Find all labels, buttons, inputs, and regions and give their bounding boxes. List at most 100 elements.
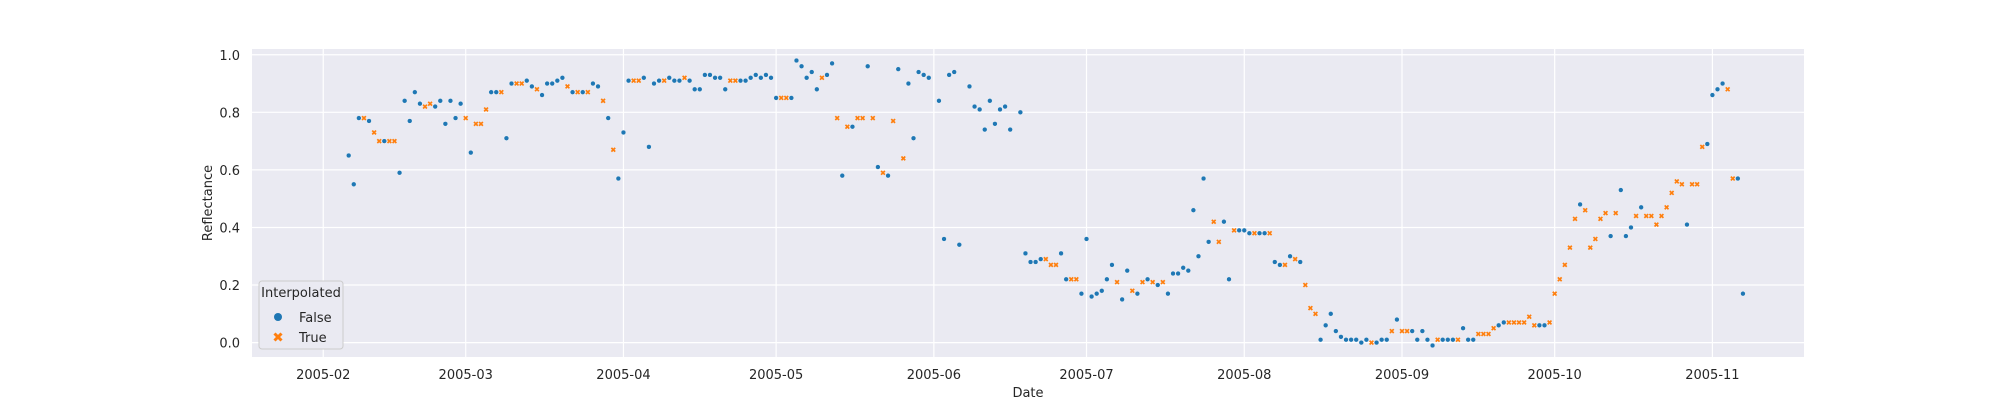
- data-point-false: [671, 78, 677, 84]
- data-point-false: [1735, 175, 1741, 182]
- data-point-true: [361, 115, 367, 121]
- data-point-true: [1368, 340, 1374, 346]
- data-point-false: [905, 80, 912, 87]
- data-point-false: [1501, 319, 1507, 326]
- data-points: [346, 57, 1746, 349]
- y-tick-label: 0.8: [219, 106, 240, 121]
- data-point-true: [1475, 331, 1481, 337]
- data-point-false: [1577, 201, 1583, 208]
- data-point-true: [1267, 230, 1273, 236]
- data-point-false: [1317, 337, 1324, 343]
- data-point-false: [865, 63, 871, 69]
- data-point-false: [437, 98, 443, 104]
- data-point-false: [1373, 340, 1380, 346]
- data-point-true: [1160, 279, 1166, 285]
- data-point-true: [1129, 288, 1135, 294]
- data-point-false: [407, 118, 413, 124]
- data-point-true: [1292, 256, 1298, 262]
- data-point-false: [773, 95, 779, 101]
- data-point-true: [631, 78, 637, 84]
- data-point-true: [727, 78, 733, 84]
- data-point-false: [1445, 337, 1451, 343]
- data-point-true: [1587, 245, 1593, 251]
- data-point-true: [1689, 181, 1695, 187]
- data-point-false: [1628, 224, 1634, 231]
- data-point-true: [1730, 176, 1736, 182]
- data-point-true: [376, 138, 382, 144]
- data-point-false: [1740, 291, 1746, 297]
- data-point-true: [473, 121, 479, 127]
- data-point-false: [1419, 328, 1425, 334]
- data-point-true: [1582, 207, 1588, 213]
- data-point-false: [829, 60, 835, 66]
- data-point-false: [951, 69, 957, 75]
- data-point-false: [1155, 282, 1161, 288]
- data-point-false: [1338, 334, 1344, 340]
- data-point-false: [366, 118, 372, 124]
- data-point-false: [666, 75, 672, 81]
- data-point-false: [1272, 259, 1278, 265]
- y-axis: 0.0 0.2 0.4 0.6 0.8 1.0: [219, 49, 240, 352]
- data-point-true: [1068, 276, 1074, 282]
- data-point-true: [1653, 222, 1659, 228]
- plot-area: [252, 49, 1804, 357]
- data-point-true: [1592, 236, 1598, 242]
- data-point-true: [575, 89, 581, 95]
- data-point-false: [1623, 233, 1629, 239]
- y-tick-label: 0.0: [219, 337, 240, 352]
- data-point-true: [422, 104, 428, 110]
- data-point-true: [870, 115, 876, 121]
- data-point-true: [732, 78, 738, 84]
- data-point-true: [1567, 245, 1573, 251]
- x-axis-title: Date: [1012, 386, 1043, 400]
- data-point-true: [519, 81, 525, 87]
- data-point-false: [356, 115, 362, 121]
- data-point-false: [503, 135, 510, 141]
- data-point-false: [524, 78, 530, 84]
- data-point-true: [1557, 276, 1563, 282]
- y-tick-label: 1.0: [219, 49, 240, 64]
- data-point-false: [1353, 337, 1359, 343]
- data-point-false: [804, 75, 810, 81]
- data-point-false: [982, 126, 988, 133]
- data-point-true: [1648, 213, 1654, 219]
- data-point-false: [1424, 337, 1431, 343]
- data-point-false: [1684, 221, 1690, 228]
- data-point-false: [1221, 219, 1227, 225]
- data-point-false: [702, 72, 708, 78]
- data-point-false: [1363, 337, 1369, 343]
- data-point-false: [488, 89, 494, 95]
- data-point-false: [687, 78, 693, 84]
- data-point-false: [1348, 337, 1354, 343]
- data-point-false: [712, 75, 718, 81]
- data-point-false: [839, 173, 845, 179]
- data-point-true: [478, 121, 484, 127]
- data-point-true: [1486, 331, 1492, 337]
- data-point-false: [1536, 322, 1542, 328]
- data-point-false: [966, 83, 973, 90]
- legend-title: Interpolated: [261, 286, 341, 301]
- data-point-false: [1709, 92, 1716, 98]
- data-point-false: [692, 86, 698, 92]
- data-point-true: [1633, 213, 1639, 219]
- x-tick-label: 2005-07: [1059, 368, 1113, 383]
- data-point-false: [1104, 276, 1110, 282]
- data-point-false: [992, 121, 998, 127]
- data-point-false: [926, 75, 932, 81]
- x-tick-label: 2005-10: [1527, 368, 1581, 383]
- data-point-false: [381, 138, 387, 144]
- data-point-false: [539, 92, 545, 98]
- data-point-false: [529, 83, 535, 90]
- data-point-true: [682, 75, 688, 81]
- data-point-false: [1200, 175, 1207, 182]
- data-point-false: [748, 75, 754, 81]
- data-point-true: [1048, 262, 1054, 268]
- data-point-false: [651, 80, 657, 87]
- data-point-false: [1333, 328, 1339, 334]
- data-point-true: [427, 101, 433, 107]
- data-point-false: [1038, 256, 1044, 262]
- data-point-false: [814, 86, 820, 92]
- data-point-false: [620, 129, 627, 136]
- data-point-true: [855, 115, 861, 121]
- data-point-true: [1073, 276, 1079, 282]
